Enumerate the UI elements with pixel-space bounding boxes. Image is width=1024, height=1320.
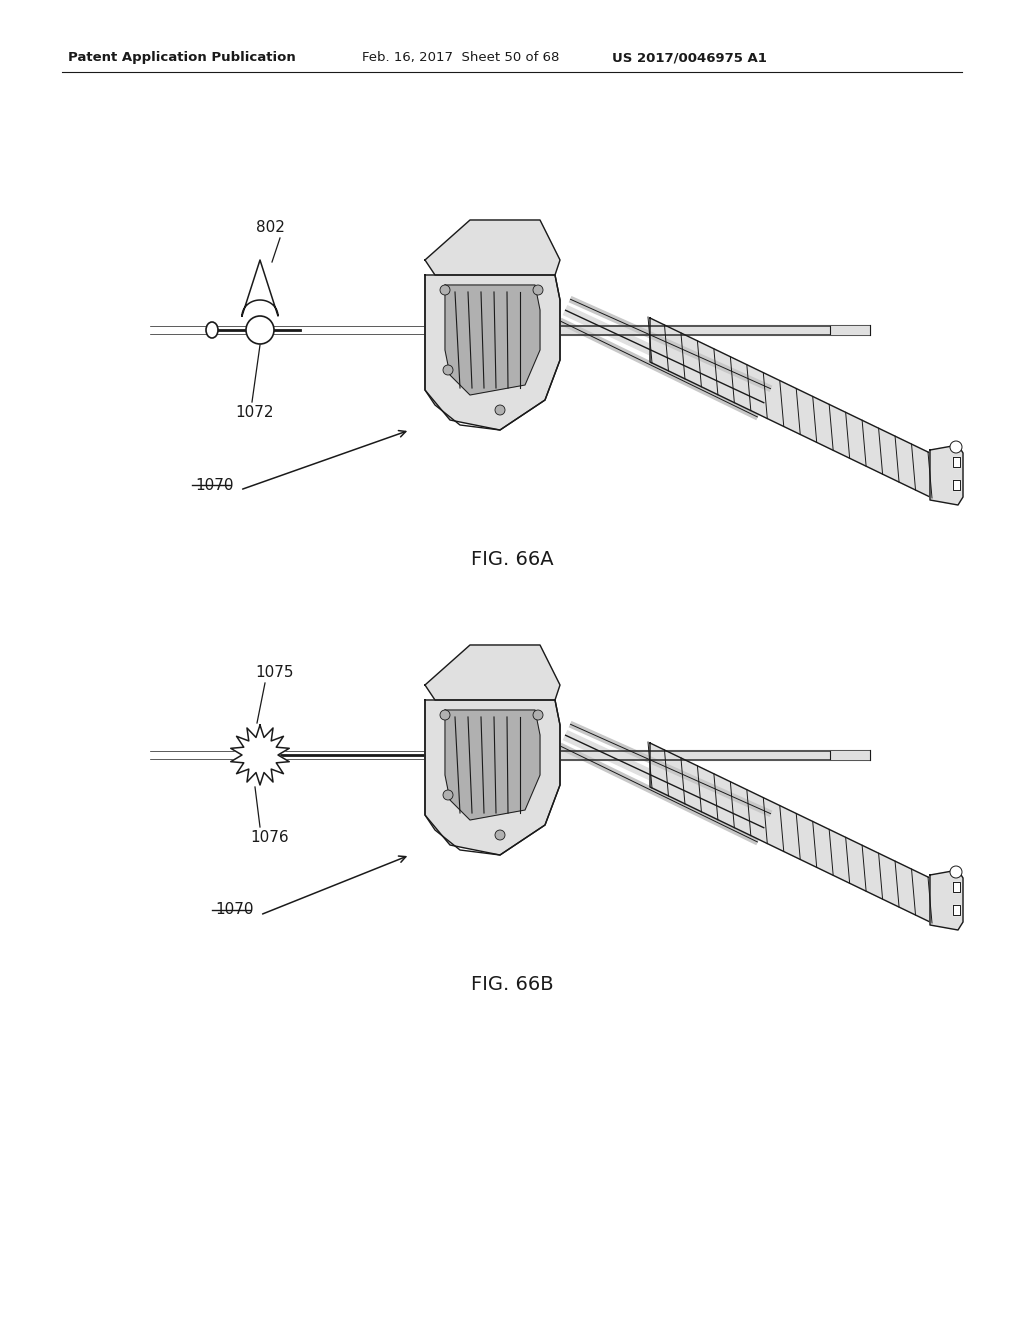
Text: FIG. 66B: FIG. 66B xyxy=(471,975,553,994)
Text: Patent Application Publication: Patent Application Publication xyxy=(68,51,296,65)
Ellipse shape xyxy=(206,322,218,338)
Polygon shape xyxy=(425,645,560,700)
Polygon shape xyxy=(445,710,540,820)
Polygon shape xyxy=(650,318,930,498)
Polygon shape xyxy=(953,457,961,467)
Polygon shape xyxy=(242,260,278,315)
Polygon shape xyxy=(425,700,560,855)
Circle shape xyxy=(246,315,274,345)
Circle shape xyxy=(443,789,453,800)
Polygon shape xyxy=(445,285,540,395)
Text: 1070: 1070 xyxy=(215,903,254,917)
Text: US 2017/0046975 A1: US 2017/0046975 A1 xyxy=(612,51,767,65)
Polygon shape xyxy=(953,906,961,915)
Text: Feb. 16, 2017  Sheet 50 of 68: Feb. 16, 2017 Sheet 50 of 68 xyxy=(362,51,559,65)
Circle shape xyxy=(440,285,450,294)
Circle shape xyxy=(534,285,543,294)
Text: 802: 802 xyxy=(256,220,285,235)
Text: 1070: 1070 xyxy=(195,478,233,492)
Text: 1076: 1076 xyxy=(250,830,289,845)
Polygon shape xyxy=(425,275,560,430)
Polygon shape xyxy=(930,870,963,931)
Polygon shape xyxy=(953,480,961,490)
Circle shape xyxy=(495,830,505,840)
Polygon shape xyxy=(425,220,560,275)
Circle shape xyxy=(495,405,505,414)
Circle shape xyxy=(950,866,962,878)
Text: 1072: 1072 xyxy=(234,405,273,420)
Polygon shape xyxy=(930,445,963,506)
Circle shape xyxy=(440,710,450,719)
Polygon shape xyxy=(650,743,930,921)
Circle shape xyxy=(443,366,453,375)
Text: FIG. 66A: FIG. 66A xyxy=(471,550,553,569)
Circle shape xyxy=(534,710,543,719)
Circle shape xyxy=(950,441,962,453)
Polygon shape xyxy=(230,725,289,785)
Polygon shape xyxy=(953,882,961,892)
Text: 1075: 1075 xyxy=(255,665,294,680)
